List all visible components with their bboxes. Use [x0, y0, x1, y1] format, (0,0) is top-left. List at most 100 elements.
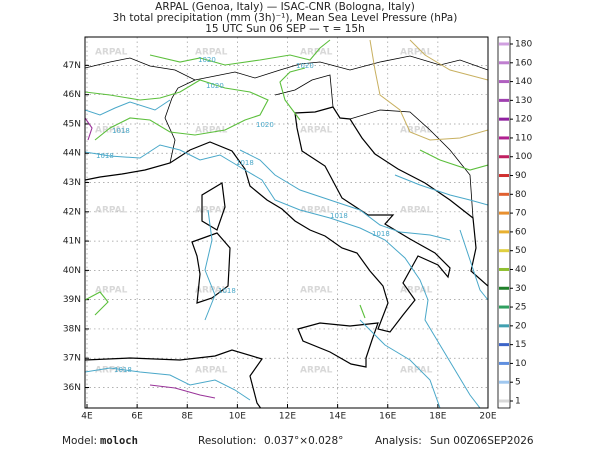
lat-tick-label: 43N: [63, 178, 81, 188]
watermark: ARPAL: [195, 126, 228, 136]
footer-label: Resolution:: [198, 435, 256, 447]
isobar: [85, 117, 216, 399]
isobar: [369, 39, 488, 141]
header-line: 15 UTC Sun 06 SEP — τ = 15h: [205, 23, 364, 35]
colorbar-label: 90: [515, 171, 527, 181]
watermark: ARPAL: [195, 206, 228, 216]
colorbar: 1510152025304050607080901001101201301401…: [499, 40, 532, 407]
lon-tick-label: 16E: [379, 412, 396, 422]
colorbar-label: 120: [515, 115, 532, 125]
coastline-sardinia: [191, 232, 231, 304]
colorbar-swatch: [499, 361, 509, 365]
colorbar-swatch: [499, 155, 509, 159]
colorbar-swatch: [499, 343, 509, 347]
colorbar-label: 160: [515, 58, 532, 68]
lat-tick-label: 36N: [63, 383, 81, 393]
lon-tick-label: 4E: [81, 412, 93, 422]
watermark: ARPAL: [300, 126, 333, 136]
colorbar-label: 40: [515, 265, 527, 275]
isobar-label: 1020: [296, 62, 314, 70]
colorbar-swatch: [499, 98, 509, 102]
lon-tick-label: 10E: [229, 412, 246, 422]
lon-tick-label: 8E: [182, 412, 194, 422]
colorbar-swatch: [499, 399, 509, 403]
colorbar-swatch: [499, 42, 509, 46]
colorbar-label: 25: [515, 303, 526, 313]
footer-value: Sun 00Z06SEP2026: [430, 435, 534, 447]
footer-value: moloch: [100, 435, 138, 447]
isobar-label: 1018: [372, 230, 390, 238]
border: [164, 74, 474, 219]
lat-tick-label: 39N: [63, 295, 81, 305]
colorbar-swatch: [499, 136, 509, 140]
watermark: ARPAL: [95, 366, 128, 376]
colorbar-label: 140: [515, 77, 532, 87]
map-layers: [85, 39, 488, 408]
isobar: [279, 67, 306, 121]
colorbar-swatch: [499, 267, 509, 271]
watermark: ARPAL: [300, 286, 333, 296]
isobar-label: 1020: [198, 56, 216, 64]
footer-label: Model:: [62, 435, 97, 447]
watermark: ARPAL: [300, 366, 333, 376]
watermark: ARPAL: [400, 206, 433, 216]
lat-tick-label: 44N: [63, 149, 81, 159]
isobar: [85, 99, 481, 408]
isobar: [85, 79, 269, 141]
lon-tick-label: 6E: [131, 412, 143, 422]
lon-tick-label: 12E: [279, 412, 296, 422]
colorbar-label: 80: [515, 190, 527, 200]
lat-tick-label: 46N: [63, 90, 81, 100]
coastline-africa: [85, 349, 263, 408]
colorbar-swatch: [499, 249, 509, 253]
watermark: ARPAL: [195, 366, 228, 376]
grid: [85, 37, 489, 408]
watermark: ARPAL: [95, 126, 128, 136]
colorbar-frame: [497, 36, 511, 409]
isobar-label: 1020: [256, 121, 274, 129]
watermark: ARPAL: [400, 48, 433, 58]
colorbar-swatch: [499, 61, 509, 65]
footer-label: Analysis:: [375, 435, 422, 447]
colorbar-swatch: [499, 286, 509, 290]
watermark: ARPAL: [195, 286, 228, 296]
lon-tick-label: 18E: [429, 412, 446, 422]
colorbar-label: 70: [515, 209, 527, 219]
lat-tick-label: 37N: [63, 354, 81, 364]
colorbar-label: 50: [515, 246, 527, 256]
colorbar-swatch: [499, 192, 509, 196]
isobar: [239, 149, 488, 301]
lat-tick-label: 45N: [63, 119, 81, 129]
watermark: ARPAL: [95, 286, 128, 296]
lon-tick-label: 20E: [479, 412, 496, 422]
watermark: ARPAL: [300, 206, 333, 216]
isobar-label: 1018: [112, 127, 130, 135]
lat-tick-label: 47N: [63, 61, 81, 71]
lat-tick-label: 40N: [63, 266, 81, 276]
colorbar-swatch: [499, 305, 509, 309]
colorbar-label: 20: [515, 321, 527, 331]
lon-tick-label: 14E: [329, 412, 346, 422]
colorbar-swatch: [499, 211, 509, 215]
isobar-label: 1020: [206, 82, 224, 90]
isobar: [85, 209, 441, 408]
colorbar-label: 15: [515, 340, 526, 350]
watermarks: ARPAL ARPAL ARPAL ARPAL ARPAL ARPAL ARPAL ARPAL…: [95, 48, 433, 376]
colorbar-label: 180: [515, 40, 532, 50]
header-line: ARPAL (Genoa, Italy) — ISAC-CNR (Bologna…: [155, 1, 415, 13]
watermark: ARPAL: [400, 366, 433, 376]
colorbar-label: 130: [515, 96, 532, 106]
isobar-label: 1018: [114, 366, 132, 374]
colorbar-label: 30: [515, 284, 527, 294]
coastline-sicily: [297, 322, 379, 368]
watermark: ARPAL: [95, 206, 128, 216]
isobar-label: 1018: [96, 152, 114, 160]
colorbar-swatch: [499, 230, 509, 234]
colorbar-swatch: [499, 80, 509, 84]
colorbar-label: 100: [515, 152, 532, 162]
header-line: 3h total precipitation (mm (3h)⁻¹), Mean…: [113, 12, 458, 24]
colorbar-swatch: [499, 174, 509, 178]
isobar-label: 1018: [218, 287, 236, 295]
footer-value: 0.037°×0.028°: [264, 435, 343, 447]
